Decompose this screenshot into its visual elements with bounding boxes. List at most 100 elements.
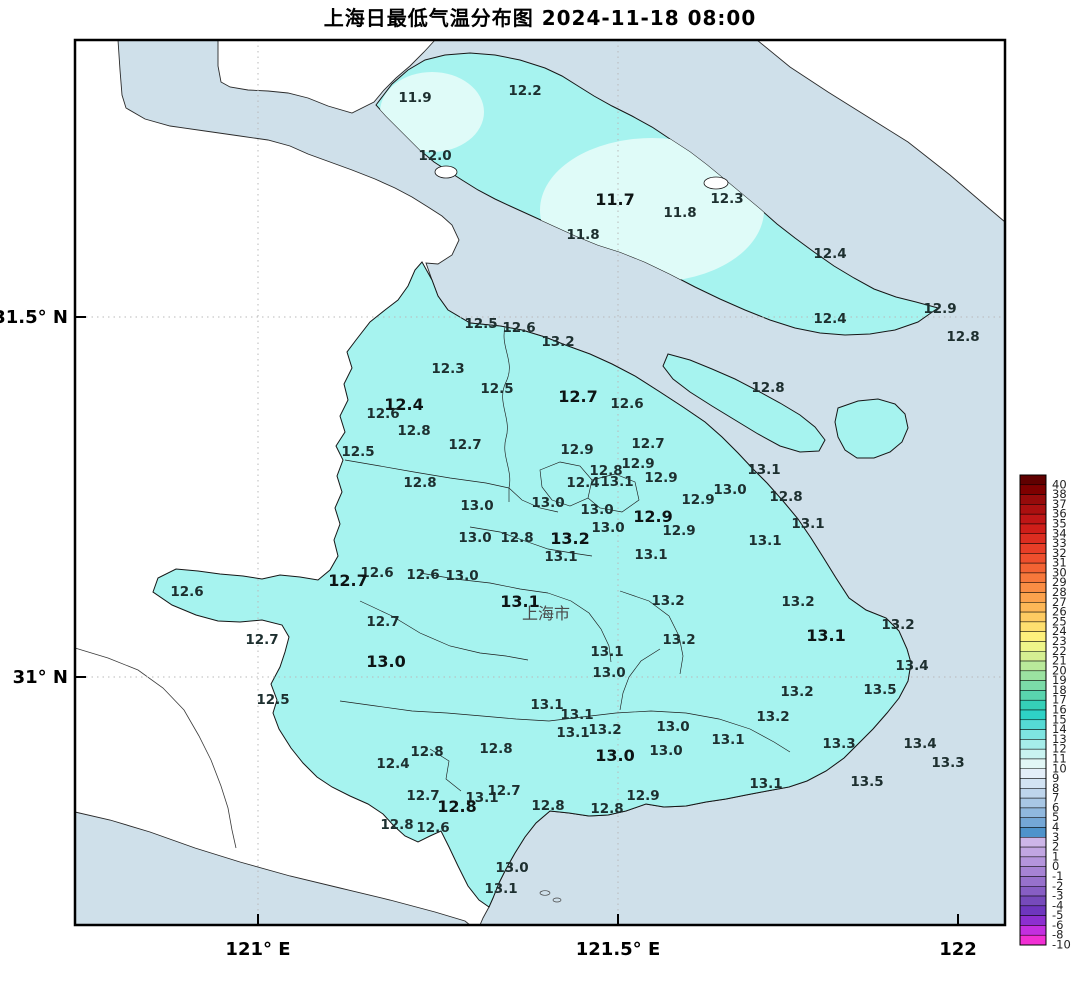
station-temp-label: 12.4	[813, 311, 846, 327]
colorbar-tick-label: 18	[1052, 683, 1067, 697]
colorbar-tick-label: 17	[1052, 693, 1067, 707]
colorbar-segment	[1019, 504, 1047, 515]
colorbar-segment	[1019, 474, 1047, 486]
station-temp-label: 13.0	[495, 860, 528, 876]
station-temp-label: 13.0	[460, 498, 493, 514]
station-temp-label: 12.7	[631, 436, 664, 452]
station-temp-label: 12.8	[380, 817, 413, 833]
colorbar-segment	[1019, 621, 1047, 632]
station-temp-label: 12.8	[751, 380, 784, 396]
station-temp-label: 12.4	[384, 395, 423, 414]
station-temp-label: 13.1	[556, 725, 589, 741]
station-temp-label: 13.1	[634, 547, 667, 563]
colorbar-tick-label: 20	[1052, 663, 1067, 677]
colorbar-segment	[1019, 513, 1047, 525]
colorbar-tick-label: 21	[1052, 654, 1067, 668]
station-temp-label: 13.1	[711, 732, 744, 748]
colorbar-tick-label: 38	[1052, 487, 1067, 501]
graticule-layer	[75, 40, 1005, 925]
station-temp-label: 12.8	[531, 798, 564, 814]
station-temp-label: 12.9	[633, 507, 672, 526]
lon-axis-label: 122	[939, 939, 977, 960]
colorbar-segment	[1019, 709, 1047, 721]
colorbar-tick-label: -1	[1052, 869, 1063, 883]
colorbar-segment	[1019, 592, 1047, 603]
colorbar-tick-label: 30	[1052, 565, 1067, 579]
colorbar-tick-label: 32	[1052, 546, 1067, 560]
colorbar-segment	[1019, 925, 1047, 936]
station-temp-label: 13.0	[580, 502, 613, 518]
colorbar-segment	[1019, 494, 1047, 505]
station-temp-label: 12.6	[406, 567, 439, 583]
station-temp-label: 13.1	[791, 516, 824, 532]
colorbar-segment	[1019, 905, 1047, 916]
colorbar-tick-label: 0	[1052, 859, 1059, 873]
station-temp-label: 12.9	[560, 442, 593, 458]
colorbar-tick-label: -8	[1052, 928, 1063, 942]
colorbar-tick-label: 16	[1052, 703, 1067, 717]
station-temp-label: 12.4	[376, 756, 409, 772]
colorbar-tick-label: 4	[1052, 820, 1059, 834]
station-temp-label: 12.7	[366, 614, 399, 630]
station-temp-label: 13.2	[651, 593, 684, 609]
colorbar-segment	[1019, 562, 1047, 574]
station-temp-label: 13.0	[531, 495, 564, 511]
colorbar-segment	[1019, 631, 1047, 642]
colorbar-segment	[1019, 915, 1047, 926]
station-temp-label: 11.9	[398, 90, 431, 106]
station-temp-label: 12.7	[448, 437, 481, 453]
lon-axis-label: 121° E	[225, 939, 290, 960]
colorbar-segment	[1019, 660, 1047, 672]
colorbar-tick-label: 26	[1052, 605, 1067, 619]
colorbar-tick-label: 10	[1052, 761, 1067, 775]
colorbar-segment	[1019, 895, 1047, 907]
station-temp-label: 12.8	[410, 744, 443, 760]
station-temp-label: 13.5	[863, 682, 896, 698]
colorbar-tick-label: 8	[1052, 781, 1059, 795]
station-temp-label: 12.8	[437, 797, 476, 816]
colorbar-segment	[1019, 729, 1047, 740]
colorbar-tick-label: 27	[1052, 595, 1067, 609]
station-temp-label: 12.3	[710, 191, 743, 207]
colorbar-tick-label: 33	[1052, 536, 1067, 550]
station-temp-label: 12.7	[245, 632, 278, 648]
colorbar-tick-label: 3	[1052, 830, 1059, 844]
colorbar-segment	[1019, 533, 1047, 544]
station-temp-label: 12.7	[406, 788, 439, 804]
station-temp-label: 11.8	[566, 227, 599, 243]
station-temp-label: 13.1	[500, 592, 539, 611]
colorbar-tick-label: 19	[1052, 673, 1067, 687]
district-borders-layer	[74, 326, 791, 849]
station-temp-label: 12.8	[500, 530, 533, 546]
colorbar: 4038373635343332313029282726252423222120…	[1019, 474, 1071, 952]
station-temp-label: 13.0	[458, 530, 491, 546]
station-temp-label: 13.1	[590, 644, 623, 660]
colorbar-tick-label: 24	[1052, 624, 1067, 638]
station-temp-label: 13.1	[484, 881, 517, 897]
colorbar-segment	[1019, 690, 1047, 701]
station-temp-label: 13.0	[592, 665, 625, 681]
colorbar-segment	[1019, 778, 1047, 789]
colorbar-tick-label: -10	[1052, 938, 1071, 952]
colorbar-tick-label: 12	[1052, 742, 1067, 756]
colorbar-tick-label: -2	[1052, 879, 1063, 893]
station-temp-label: 12.8	[397, 423, 430, 439]
station-temp-label: 13.1	[544, 549, 577, 565]
station-temp-label: 12.6	[366, 406, 399, 422]
station-temp-label: 13.4	[895, 658, 928, 674]
station-temp-label: 11.7	[595, 190, 634, 209]
colorbar-tick-label: 40	[1052, 477, 1067, 491]
colorbar-tick-label: 35	[1052, 516, 1067, 530]
axis-labels-layer: 31.5° N 31° N 121° E 121.5° E 122	[0, 307, 977, 960]
station-temp-label: 13.1	[748, 533, 781, 549]
station-temp-label: 12.7	[558, 387, 597, 406]
colorbar-tick-label: 31	[1052, 556, 1067, 570]
colorbar-segment	[1019, 582, 1047, 593]
colorbar-tick-label: 14	[1052, 722, 1067, 736]
colorbar-tick-label: -4	[1052, 898, 1063, 912]
colorbar-segment	[1019, 846, 1047, 858]
station-temp-label: 13.1	[530, 697, 563, 713]
colorbar-segment	[1019, 758, 1047, 769]
colorbar-segment	[1019, 748, 1047, 760]
